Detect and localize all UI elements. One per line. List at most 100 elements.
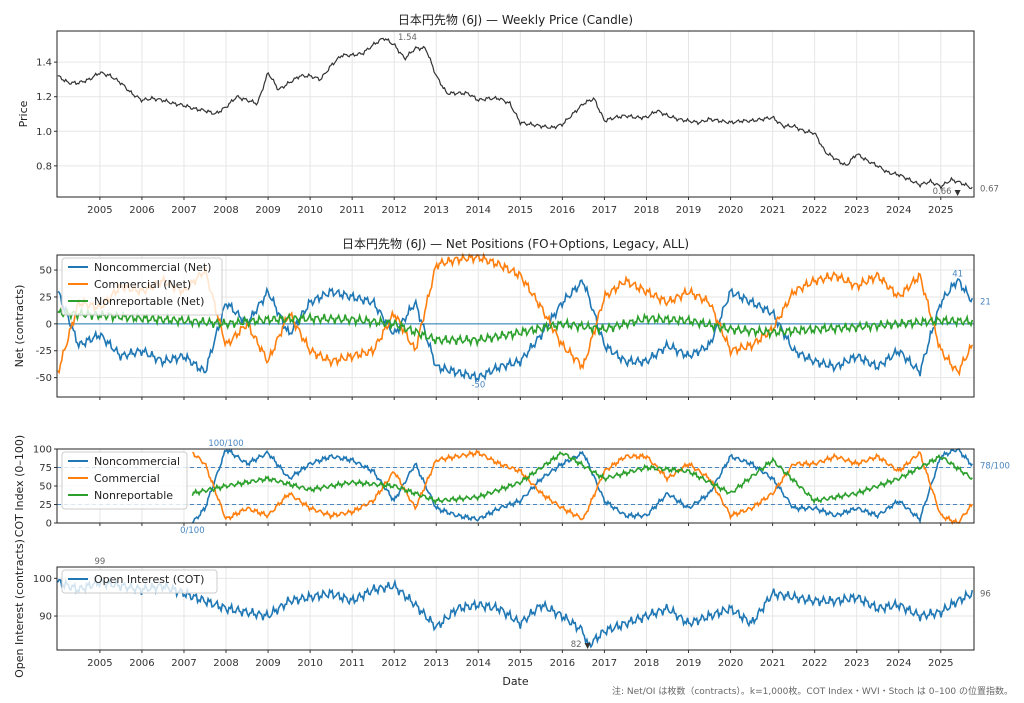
x-tick-label: 2021 [760,658,785,669]
series-line-noncommercial [191,448,973,525]
series-line-commercial [192,449,974,525]
annotation-label: 96 [980,589,991,599]
x-tick-label: 2007 [171,658,196,669]
x-tick-label: 2015 [508,658,533,669]
x-tick-label: 2019 [676,658,701,669]
x-tick-label: 2006 [129,205,154,216]
y-axis-label: Net (contracts) [13,285,26,368]
y-tick-label: 0.8 [36,161,52,172]
x-tick-label: 2018 [634,658,659,669]
x-tick-label: 2017 [592,205,617,216]
x-tick-label: 2013 [424,658,449,669]
x-tick-label: 2012 [381,205,406,216]
x-tick-label: 2011 [339,205,364,216]
y-tick-label: 50 [39,482,52,493]
y-tick-label: 75 [39,463,52,474]
legend-label: Commercial (Net) [94,278,191,291]
y-tick-label: 50 [39,266,52,277]
panel-title: 日本円先物 (6J) — Net Positions (FO+Options, … [342,237,689,251]
x-tick-label: 2014 [466,205,491,216]
x-tick-label: 2013 [424,205,449,216]
x-tick-label: 2020 [718,205,743,216]
x-tick-label: 2023 [844,658,869,669]
y-tick-label: 1.2 [36,92,52,103]
x-tick-label: 2025 [928,658,953,669]
y-axis-label: Price [17,100,30,127]
x-tick-label: 2021 [760,205,785,216]
y-axis-label: COT Index (0–100) [13,435,26,537]
y-tick-label: -50 [36,373,52,384]
annotation-label: 0.66 [933,187,952,197]
plot-frame [56,566,975,651]
legend-label: Noncommercial [94,455,180,468]
x-tick-label: 2024 [886,205,911,216]
annotation-label: 78/100 [980,461,1010,471]
series-line-nonreportable [191,450,973,505]
y-tick-label: 0 [46,519,52,530]
min-marker-icon [954,190,961,196]
y-tick-label: 100 [33,445,52,456]
annotation-label: 99 [94,557,105,567]
annotation-label: 0.67 [980,184,999,194]
legend-label: Commercial [94,472,160,485]
y-tick-label: -25 [36,346,52,357]
series-line-open-interest-cot- [57,575,974,649]
x-tick-label: 2009 [255,658,280,669]
x-tick-label: 2025 [928,205,953,216]
annotation-label: 100/100 [208,439,243,449]
panel-4: 90 100 2005 2006 2007 2008 2009 2010 2011 2012 201… [13,539,991,688]
legend-box [61,569,218,594]
footnote: 注: Net/OI は枚数（contracts）。k=1,000枚。COT In… [612,687,1014,697]
annotation-label: 1.54 [398,33,417,43]
annotation-label: 21 [980,297,991,307]
y-tick-label: 25 [39,500,52,511]
series-line-noncommercial-net- [57,277,974,383]
annotation-label: 41 [952,270,963,280]
x-tick-label: 2012 [381,658,406,669]
plot-frame [56,448,975,524]
annotation-label: 82 [571,640,582,650]
min-marker-icon [584,643,591,649]
legend-label: Open Interest (COT) [94,573,204,586]
x-tick-label: 2022 [802,205,827,216]
x-tick-label: 2023 [844,205,869,216]
y-axis-label: Open Interest (contracts) [13,539,26,678]
x-tick-label: 2017 [592,658,617,669]
x-tick-label: 2024 [886,658,911,669]
x-axis-label: Date [502,675,529,688]
y-tick-label: 25 [39,292,52,303]
x-tick-label: 2019 [676,205,701,216]
y-tick-label: 1.4 [36,58,52,69]
y-tick-label: 1.0 [36,127,52,138]
series-line-nonreportable-net- [57,306,974,348]
x-tick-label: 2011 [339,658,364,669]
panel-3: 0 25 50 75 100 COT Index (0–100) 100/100 0/100 7… [13,435,1010,537]
annotation-label: -50 [471,381,485,391]
x-tick-label: 2010 [297,658,322,669]
legend-label: Noncommercial (Net) [94,261,211,274]
panel-1: 0.8 1.0 1.2 1.4 2005 2006 2007 2008 2009 2010 2011… [17,13,999,216]
panel-2: -50 -25 0 25 50 日本円先物 (6J) — Net Positions (F… [13,237,991,400]
y-tick-label: 0 [46,319,52,330]
x-tick-label: 2005 [87,658,112,669]
x-tick-label: 2010 [297,205,322,216]
x-tick-label: 2009 [255,205,280,216]
x-tick-label: 2018 [634,205,659,216]
x-tick-label: 2005 [87,205,112,216]
x-tick-label: 2020 [718,658,743,669]
legend-box [61,257,223,316]
annotation-label: 0/100 [180,526,205,536]
x-tick-label: 2016 [550,205,575,216]
x-tick-label: 2022 [802,658,827,669]
legend-box [61,451,188,510]
x-tick-label: 2016 [550,658,575,669]
x-tick-label: 2015 [508,205,533,216]
x-tick-label: 2006 [129,658,154,669]
legend-label: Nonreportable [94,489,173,502]
x-tick-label: 2008 [213,658,238,669]
series-line-price [57,37,973,190]
legend-label: Nonreportable (Net) [94,295,204,308]
x-tick-label: 2007 [171,205,196,216]
plot-frame [56,30,975,198]
